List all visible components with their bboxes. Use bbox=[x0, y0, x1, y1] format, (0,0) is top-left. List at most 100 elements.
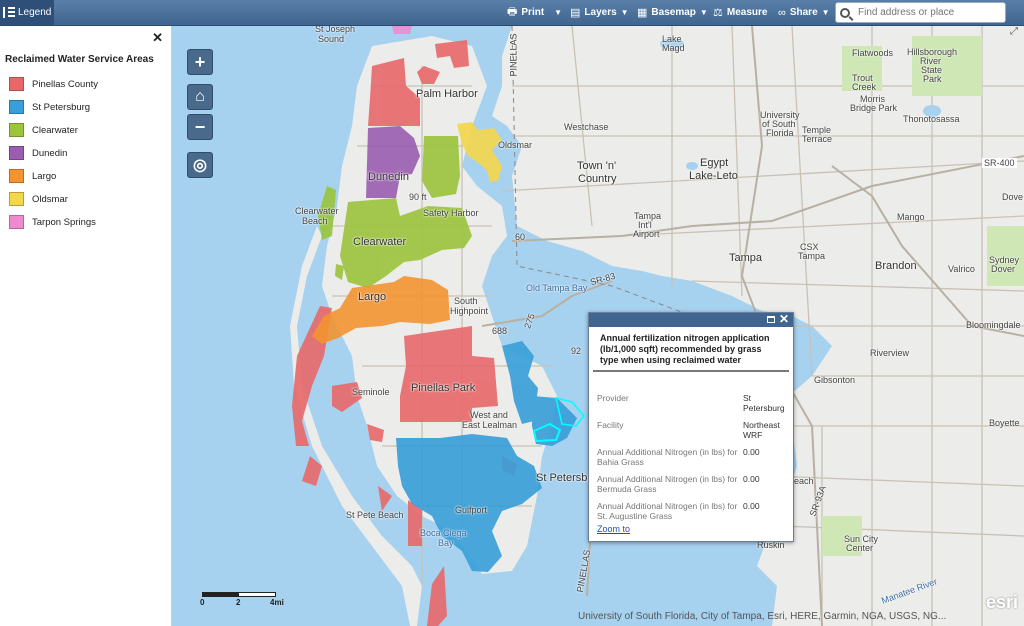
map-label: CSX bbox=[800, 242, 819, 252]
legend-swatch bbox=[9, 215, 24, 229]
selected-service-area-north bbox=[554, 396, 586, 427]
legend-item-label: Oldsmar bbox=[32, 193, 68, 205]
share-label: Share bbox=[789, 7, 818, 18]
map-label: State bbox=[921, 65, 943, 75]
map-label: Terrace bbox=[802, 134, 833, 144]
map-label: Old Tampa Bay bbox=[526, 283, 588, 293]
map-canvas bbox=[290, 26, 1024, 626]
map-label: Town 'n' bbox=[577, 160, 617, 172]
area-oldsmar bbox=[457, 122, 502, 182]
map-label: Beach bbox=[302, 216, 328, 226]
map-label: Sydney bbox=[989, 255, 1020, 265]
map-label: Seminole bbox=[352, 387, 390, 397]
map-label: Sun City bbox=[844, 534, 879, 544]
map-label: 92 bbox=[571, 346, 582, 356]
area-st-petersburg bbox=[396, 341, 577, 572]
print-button[interactable]: 🖶 Print ▼ bbox=[507, 0, 562, 25]
legend-swatch bbox=[9, 146, 24, 160]
lake bbox=[660, 38, 684, 50]
close-icon[interactable]: ✕ bbox=[778, 312, 789, 326]
legend-item-largo: Largo bbox=[9, 168, 56, 184]
popup-value: Northeast WRF bbox=[743, 420, 780, 440]
map-label: 90 ft bbox=[409, 192, 427, 202]
map-label: St Pete Beach bbox=[346, 510, 404, 520]
popup-key: Provider bbox=[597, 393, 629, 403]
legend-swatch bbox=[9, 192, 24, 206]
map-label: Bay bbox=[438, 538, 454, 548]
map-label: Highpoint bbox=[450, 306, 489, 316]
map-label: Brandon bbox=[875, 260, 917, 272]
county-line bbox=[511, 26, 733, 347]
map-label: Tampa bbox=[798, 251, 826, 261]
legend-item-label: Dunedin bbox=[32, 147, 68, 159]
legend-item-st-petersburg: St Petersburg bbox=[9, 99, 90, 115]
map-view[interactable]: + ⌂ − ◎ St Joseph Sound Palm Harbor Dune… bbox=[172, 26, 1024, 626]
scale-tick: 2 bbox=[236, 598, 241, 607]
scale-tick: 0 bbox=[200, 598, 205, 607]
search-input[interactable] bbox=[858, 7, 998, 18]
legend-toggle-button[interactable]: Legend bbox=[0, 0, 54, 25]
share-button[interactable]: ∞ Share ▼ bbox=[778, 0, 830, 25]
maximize-icon[interactable] bbox=[767, 316, 775, 323]
printer-icon: 🖶 bbox=[507, 6, 518, 18]
layers-icon: ▤ bbox=[570, 7, 581, 19]
map-label: PINELLAS bbox=[508, 33, 519, 77]
map-label: Airport bbox=[633, 229, 660, 239]
map-label: Egypt bbox=[700, 157, 729, 169]
legend-item-label: Pinellas County bbox=[32, 78, 99, 90]
map-label: Dunedin bbox=[368, 171, 409, 183]
area-dunedin bbox=[366, 126, 420, 198]
chevron-down-icon: ▼ bbox=[821, 8, 830, 17]
zoom-to-link[interactable]: Zoom to bbox=[597, 524, 631, 534]
map-label: Valrico bbox=[948, 264, 975, 274]
map-label: River bbox=[920, 56, 942, 66]
popup-value: 0.00 bbox=[743, 447, 760, 457]
legend-swatch bbox=[9, 169, 24, 183]
basemap-button[interactable]: ▦ Basemap ▼ bbox=[637, 0, 708, 25]
map-label: Oldsmar bbox=[498, 140, 533, 150]
attribution-text: University of South Florida, City of Tam… bbox=[578, 611, 947, 622]
map-label: each bbox=[794, 476, 814, 486]
map-label: Int'l bbox=[638, 220, 652, 230]
legend-swatch bbox=[9, 77, 24, 91]
map-label: Boyette bbox=[989, 418, 1020, 428]
esri-logo: esri bbox=[985, 592, 1018, 612]
map-label: Bridge Park bbox=[850, 103, 898, 113]
chevron-down-icon: ▼ bbox=[620, 8, 629, 17]
measure-icon: ⚖ bbox=[713, 7, 723, 19]
print-label: Print bbox=[521, 7, 545, 18]
feature-info-popup: ✕ Annual fertilization nitrogen applicat… bbox=[588, 312, 794, 542]
layers-button[interactable]: ▤ Layers ▼ bbox=[570, 0, 629, 25]
expand-icon[interactable]: ⤢ bbox=[1010, 26, 1018, 37]
map-label: Bloomingdale bbox=[966, 320, 1021, 330]
search-box[interactable] bbox=[835, 2, 1006, 23]
map-label: Ruskin bbox=[757, 540, 785, 550]
map-label: Creek bbox=[852, 82, 877, 92]
map-label: Riverview bbox=[870, 348, 910, 358]
popup-titlebar: ✕ bbox=[589, 312, 793, 327]
map-label: of South bbox=[762, 119, 796, 129]
layers-label: Layers bbox=[584, 7, 617, 18]
zoom-out-button[interactable]: − bbox=[187, 114, 213, 140]
map-label: Boca Ciega bbox=[420, 528, 467, 538]
legend-swatch bbox=[9, 123, 24, 137]
close-icon[interactable]: ✕ bbox=[152, 30, 163, 45]
map-label: Center bbox=[846, 543, 874, 553]
map-label: Tampa bbox=[729, 252, 763, 264]
map-label: Flatwoods bbox=[852, 48, 894, 58]
legend-item-tarpon-springs: Tarpon Springs bbox=[9, 214, 96, 230]
legend-item-clearwater: Clearwater bbox=[9, 122, 78, 138]
home-button[interactable]: ⌂ bbox=[187, 84, 213, 110]
map-label: Dove bbox=[1002, 192, 1024, 202]
map-label: St Joseph bbox=[315, 26, 356, 34]
measure-label: Measure bbox=[726, 7, 768, 18]
map-label: Dover bbox=[991, 264, 1016, 274]
measure-button[interactable]: ⚖ Measure bbox=[713, 0, 767, 25]
zoom-in-button[interactable]: + bbox=[187, 49, 213, 75]
map-label: Clearwater bbox=[295, 206, 339, 216]
popup-key: Facility bbox=[597, 420, 624, 430]
scale-tick: 4mi bbox=[270, 598, 284, 607]
map-label: 688 bbox=[492, 326, 508, 336]
area-tarpon-springs bbox=[392, 26, 412, 34]
locate-button[interactable]: ◎ bbox=[187, 152, 213, 178]
